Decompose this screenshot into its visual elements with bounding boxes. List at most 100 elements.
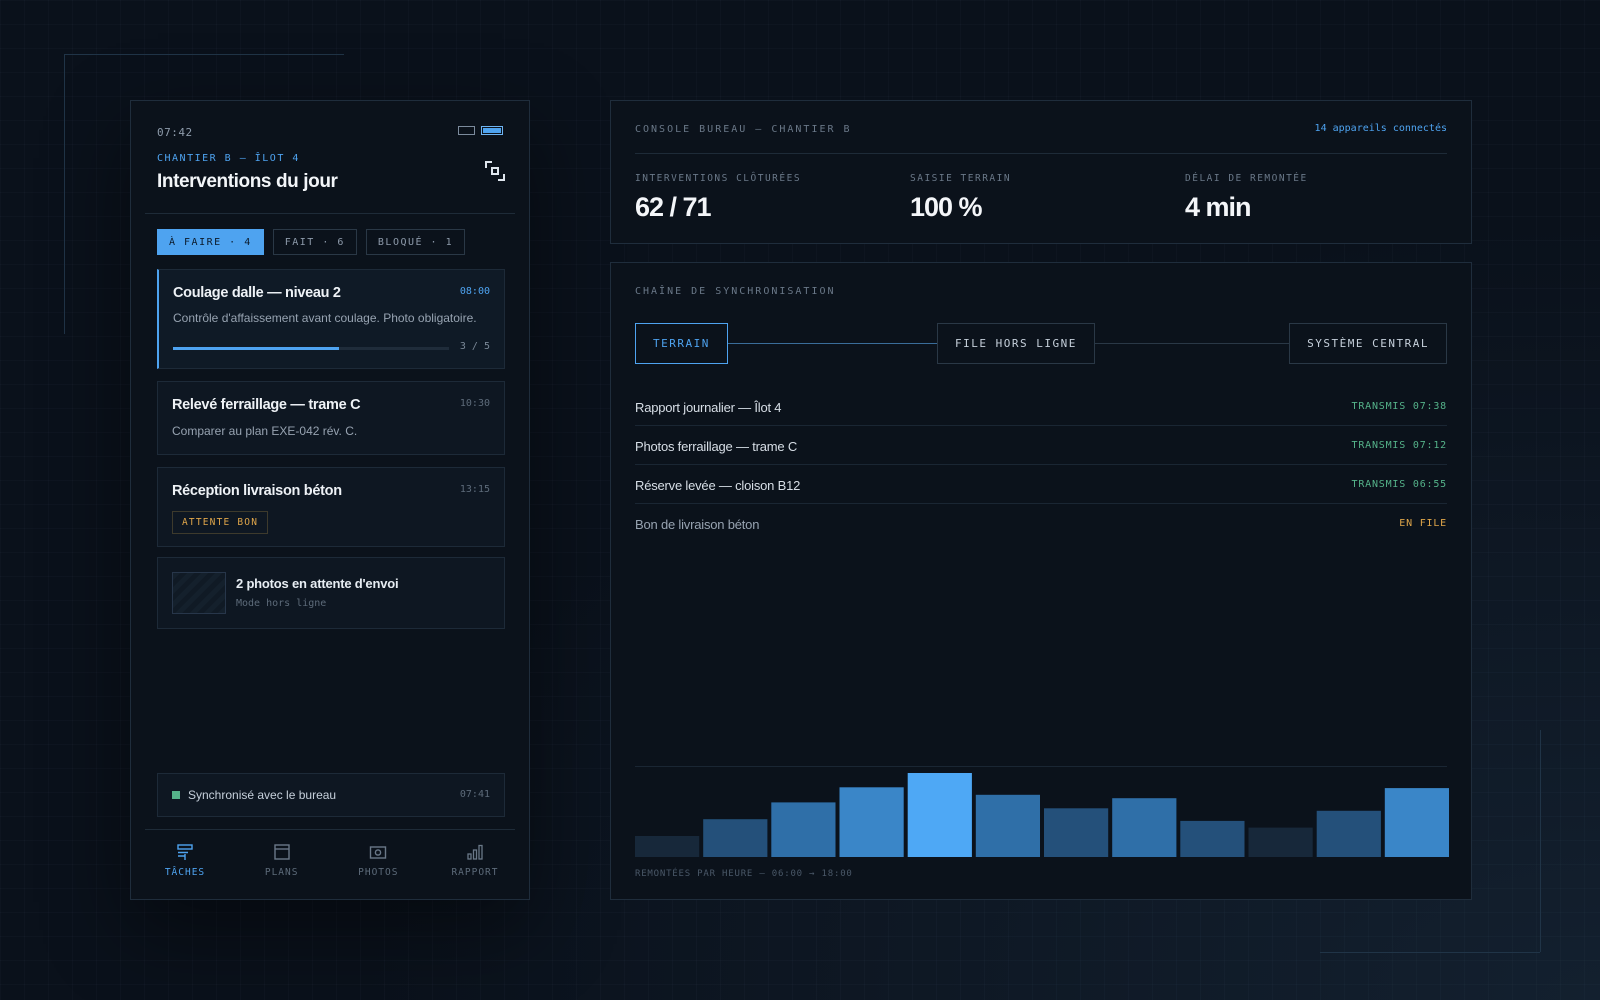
list-item[interactable]: Rapport journalier — Îlot 4 TRANSMIS 07:…	[635, 387, 1447, 426]
task-title: Coulage dalle — niveau 2	[173, 285, 341, 301]
nav-item-plans[interactable]: PLANS	[254, 843, 310, 887]
sync-status-text: Synchronisé avec le bureau	[188, 788, 337, 802]
bottom-nav: TÂCHES PLANS PHOTOS RAPPORT	[157, 843, 503, 887]
console-title: CONSOLE BUREAU — CHANTIER B	[635, 124, 852, 135]
pending-photos-title: 2 photos en attente d'envoi	[236, 576, 399, 591]
chain-link	[1091, 343, 1311, 344]
nav-item-tasks[interactable]: TÂCHES	[157, 843, 213, 887]
task-time: 08:00	[459, 286, 490, 297]
corner-decoration-right	[1540, 730, 1541, 952]
nav-item-report[interactable]: RAPPORT	[447, 843, 503, 887]
event-status: TRANSMIS 07:12	[1351, 440, 1447, 451]
chart-bar-4	[839, 787, 904, 857]
event-status: TRANSMIS 07:38	[1351, 401, 1447, 412]
kpi-closed-interventions: INTERVENTIONS CLÔTURÉES 62 / 71	[635, 173, 801, 223]
kpi-divider	[635, 153, 1447, 154]
kpi-field-entry: SAISIE TERRAIN 100 %	[910, 173, 1011, 223]
sync-event-list: Rapport journalier — Îlot 4 TRANSMIS 07:…	[635, 387, 1447, 543]
battery-icon	[458, 126, 503, 135]
event-name: Photos ferraillage — trame C	[635, 439, 798, 454]
chart-bar-12	[1384, 788, 1449, 857]
photo-placeholder-icon	[172, 572, 226, 614]
task-progress-bar	[173, 347, 449, 350]
kpi-value: 62 / 71	[635, 192, 712, 222]
nav-label: PHOTOS	[358, 867, 399, 878]
event-status: EN FILE	[1399, 518, 1447, 529]
nav-item-photos[interactable]: PHOTOS	[350, 843, 406, 887]
pending-photos-card[interactable]: 2 photos en attente d'envoi Mode hors li…	[157, 557, 505, 629]
chain-node-central-system[interactable]: SYSTÈME CENTRAL	[1289, 323, 1447, 364]
connected-devices-link[interactable]: 14 appareils connectés	[1314, 123, 1447, 134]
page-title: Interventions du jour	[157, 171, 338, 192]
chain-node-field[interactable]: TERRAIN	[635, 323, 728, 364]
event-name: Bon de livraison béton	[635, 517, 760, 532]
nav-label: PLANS	[264, 867, 299, 878]
chart-bar-1	[635, 836, 700, 857]
mobile-app-panel: 07:42 CHANTIER B — ÎLOT 4 Interventions …	[130, 100, 530, 900]
task-card-slab-pour[interactable]: Coulage dalle — niveau 2 08:00 Contrôle …	[157, 269, 505, 369]
chart-bar-9	[1180, 820, 1245, 857]
event-name: Réserve levée — cloison B12	[635, 478, 801, 493]
corner-decoration-left	[64, 54, 65, 334]
filter-todo[interactable]: À FAIRE · 4	[157, 229, 264, 255]
event-status: TRANSMIS 06:55	[1351, 479, 1447, 490]
filter-tabs: À FAIRE · 4 FAIT · 6 BLOQUÉ · 1	[157, 229, 466, 255]
pending-photos-subtitle: Mode hors ligne	[236, 598, 327, 609]
chart-bar-6	[975, 794, 1040, 857]
corner-decoration-top	[64, 54, 344, 55]
task-description: Comparer au plan EXE-042 rév. C.	[172, 424, 358, 438]
chart-bar-10	[1248, 827, 1313, 857]
kpi-value: 4 min	[1185, 192, 1252, 222]
task-time: 13:15	[459, 484, 490, 495]
chart-bar-8	[1112, 798, 1177, 857]
filter-done[interactable]: FAIT · 6	[272, 229, 357, 255]
kpi-value: 100 %	[910, 192, 983, 222]
task-progress-fill	[173, 347, 339, 350]
task-progress-count: 3 / 5	[459, 341, 490, 352]
nav-divider	[145, 829, 515, 830]
plans-icon	[273, 844, 290, 860]
task-title: Relevé ferraillage — trame C	[172, 397, 361, 413]
filter-blocked[interactable]: BLOQUÉ · 1	[365, 229, 466, 255]
status-bar: 07:42	[157, 123, 503, 139]
tasks-icon	[177, 844, 193, 860]
task-title: Réception livraison béton	[172, 483, 342, 499]
nav-label: RAPPORT	[451, 867, 499, 878]
camera-icon	[370, 846, 387, 859]
chart-bar-3	[771, 802, 836, 857]
list-item[interactable]: Bon de livraison béton EN FILE	[635, 504, 1447, 543]
task-description: Contrôle d'affaissement avant coulage. P…	[173, 311, 477, 325]
kpi-upload-delay: DÉLAI DE REMONTÉE 4 min	[1185, 173, 1308, 223]
chain-link	[721, 343, 947, 344]
kpi-label: SAISIE TERRAIN	[910, 173, 1012, 184]
chart-bar-11	[1316, 810, 1381, 857]
chart-bar-2	[703, 819, 768, 857]
console-kpi-card: CONSOLE BUREAU — CHANTIER B 14 appareils…	[610, 100, 1472, 244]
sync-chain-card: CHAÎNE DE SYNCHRONISATION TERRAIN FILE H…	[610, 262, 1472, 900]
bar-chart-icon	[467, 844, 483, 860]
scan-icon[interactable]	[485, 161, 505, 181]
corner-decoration-bottom	[1320, 952, 1540, 953]
task-time: 10:30	[459, 398, 490, 409]
list-item[interactable]: Réserve levée — cloison B12 TRANSMIS 06:…	[635, 465, 1447, 504]
chart-bar-7	[1044, 808, 1109, 857]
kpi-label: INTERVENTIONS CLÔTURÉES	[635, 173, 802, 184]
header-divider	[145, 213, 515, 214]
hourly-uploads-chart	[635, 773, 1449, 857]
chain-node-offline-queue[interactable]: FILE HORS LIGNE	[937, 323, 1095, 364]
sync-chain-title: CHAÎNE DE SYNCHRONISATION	[635, 286, 836, 297]
site-label: CHANTIER B — ÎLOT 4	[157, 153, 300, 164]
sync-status-time: 07:41	[459, 789, 490, 800]
kpi-label: DÉLAI DE REMONTÉE	[1185, 173, 1308, 184]
sync-status-dot	[172, 791, 180, 799]
task-card-concrete-delivery[interactable]: Réception livraison béton 13:15 ATTENTE …	[157, 467, 505, 547]
chart-caption: REMONTÉES PAR HEURE — 06:00 → 18:00	[635, 869, 853, 879]
status-clock: 07:42	[157, 126, 193, 139]
nav-label: TÂCHES	[164, 867, 206, 878]
chart-top-rule	[635, 766, 1447, 767]
event-name: Rapport journalier — Îlot 4	[635, 400, 782, 415]
list-item[interactable]: Photos ferraillage — trame C TRANSMIS 07…	[635, 426, 1447, 465]
status-badge: ATTENTE BON	[172, 511, 269, 534]
chart-bar-5	[907, 773, 972, 857]
task-card-rebar-survey[interactable]: Relevé ferraillage — trame C 10:30 Compa…	[157, 381, 505, 455]
